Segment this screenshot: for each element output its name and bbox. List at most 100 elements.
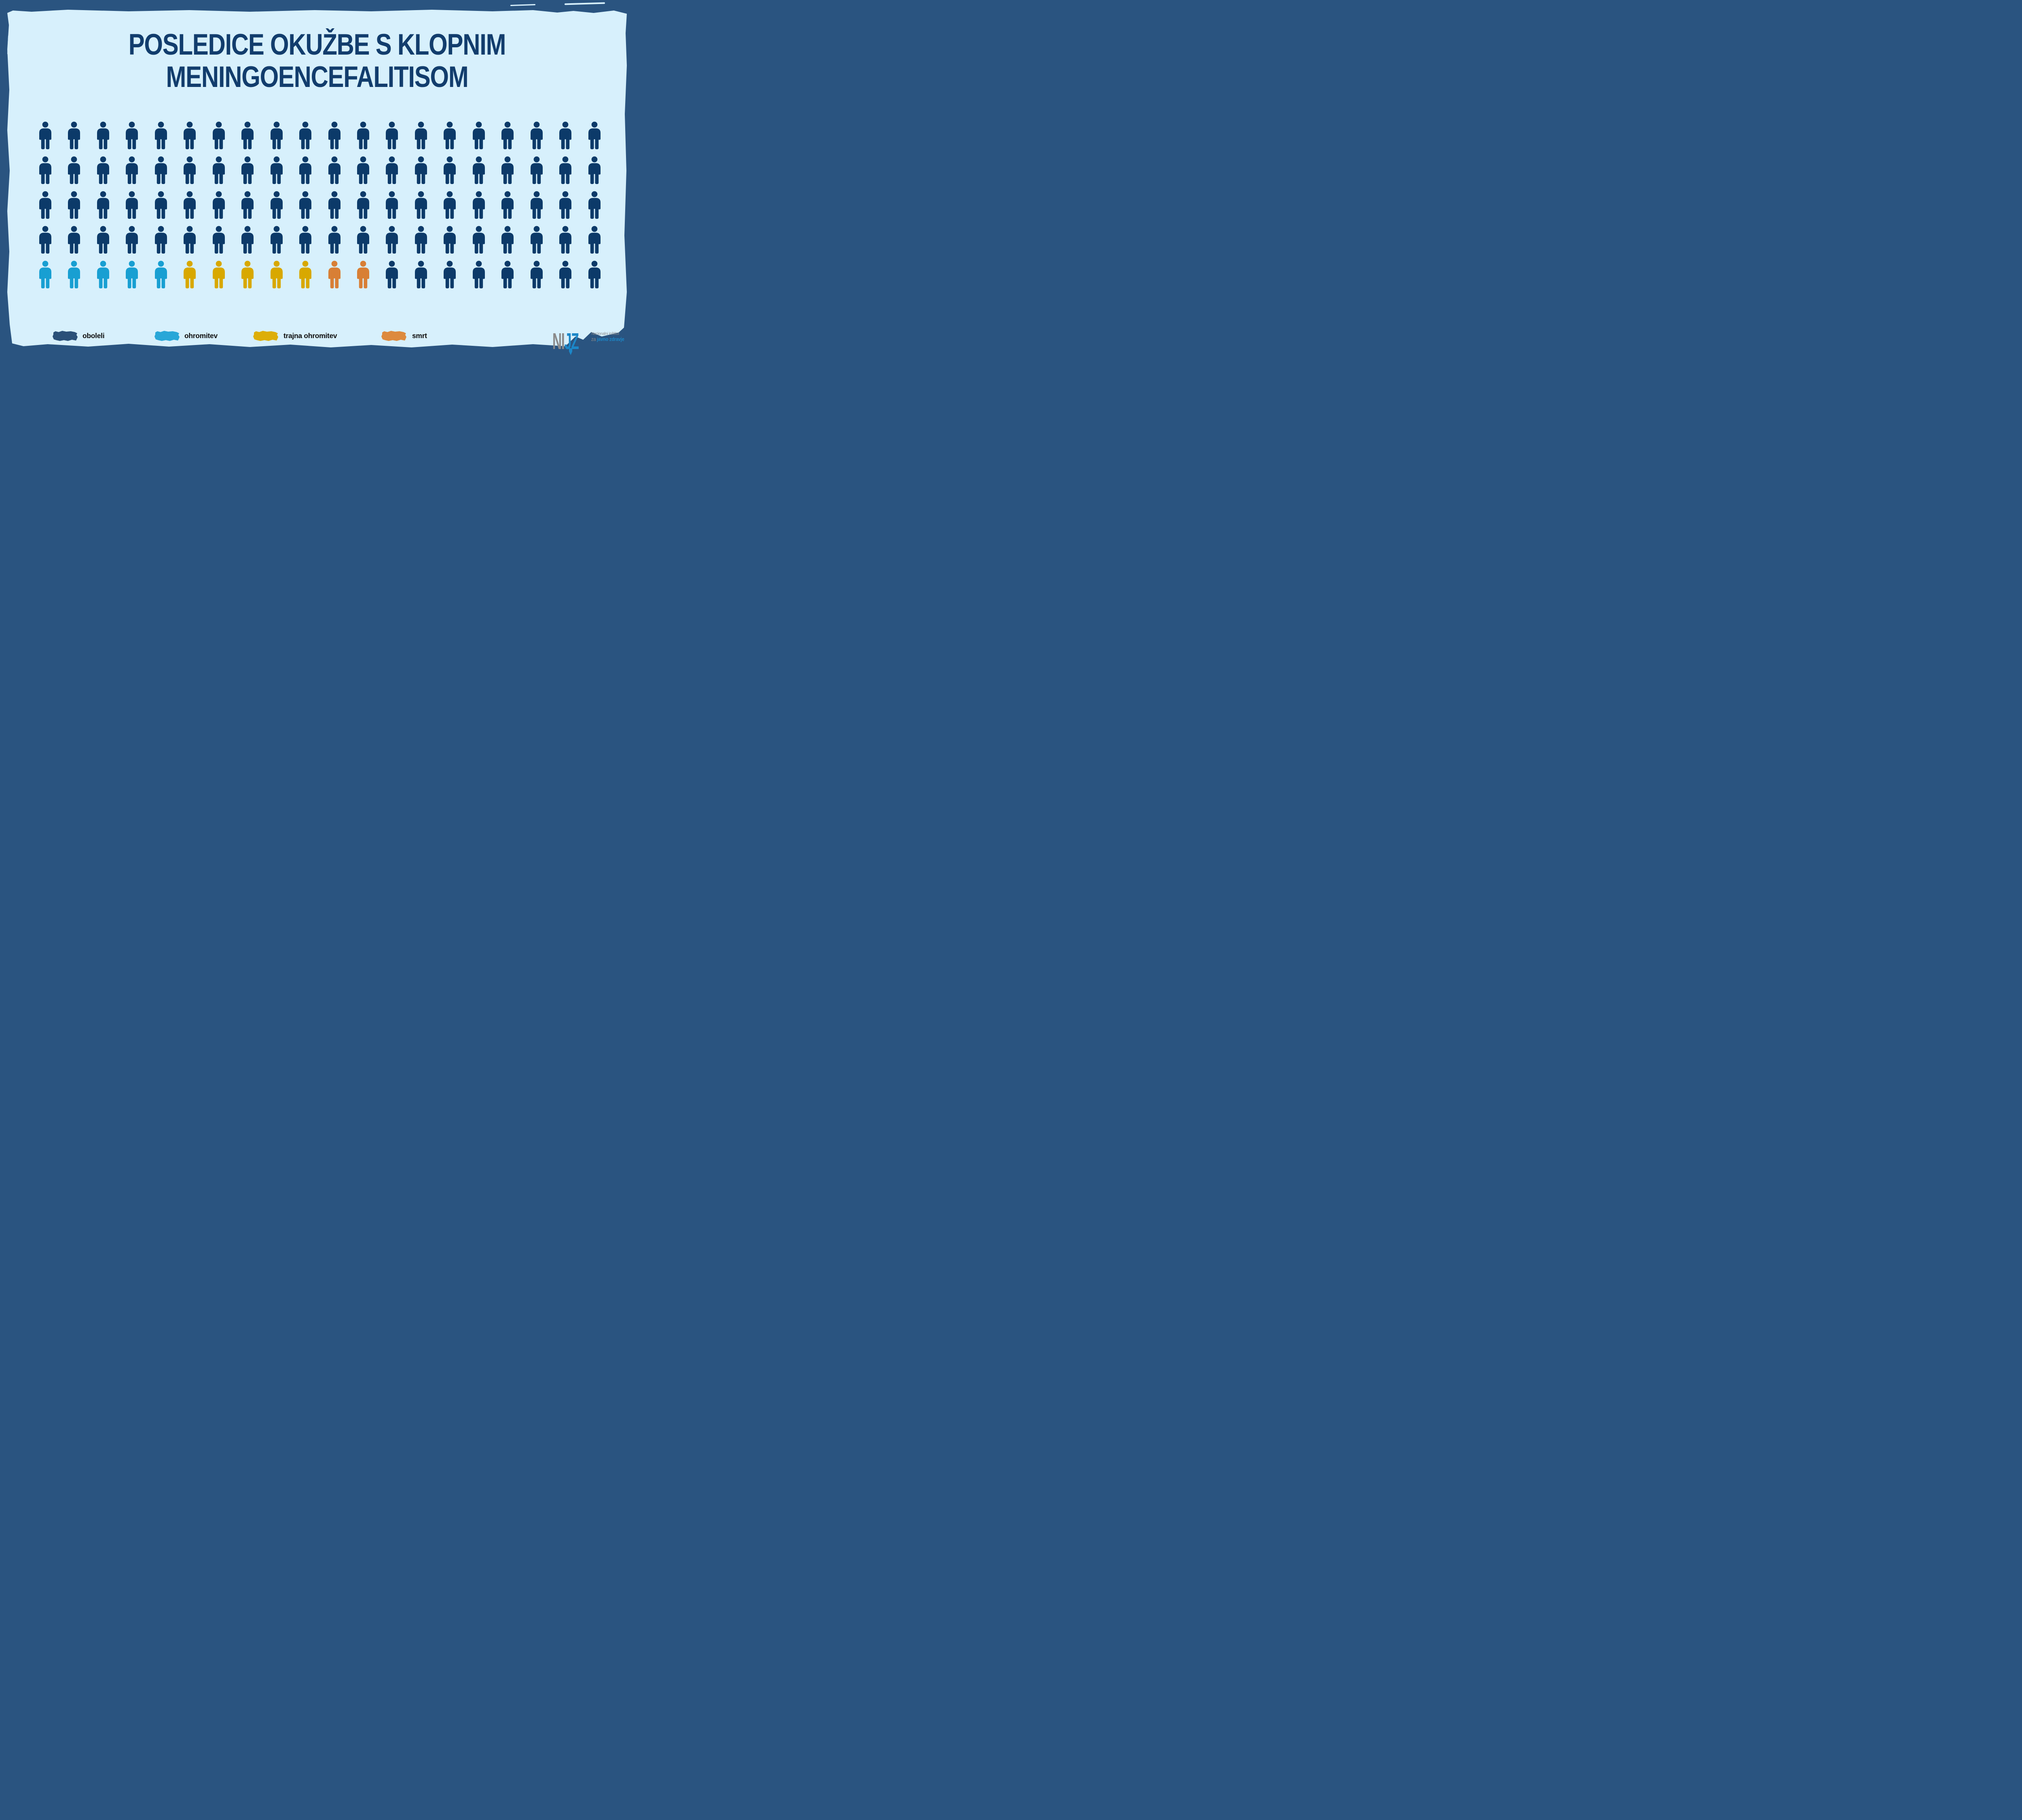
pictogram-grid <box>0 0 634 357</box>
person-icon-oboleli <box>357 226 369 254</box>
person-icon-oboleli <box>530 226 543 254</box>
legend-label-ohromitev: ohromitev <box>184 332 218 340</box>
legend-swatch-ohromitev <box>154 331 180 341</box>
person-icon-oboleli <box>97 121 109 149</box>
person-icon-oboleli <box>154 121 167 149</box>
person-icon-oboleli <box>559 191 572 219</box>
person-icon-oboleli <box>68 156 80 184</box>
person-icon-oboleli <box>386 121 398 149</box>
person-icon-smrt <box>357 260 369 288</box>
person-icon-oboleli <box>270 226 283 254</box>
title-line-2: MENINGOENCEFALITISOM <box>166 61 469 93</box>
person-icon-oboleli <box>588 156 601 184</box>
logo-text-line-2-prefix: za <box>591 336 597 342</box>
person-icon-ohromitev <box>126 260 138 288</box>
person-icon-oboleli <box>299 121 312 149</box>
person-icon-oboleli <box>530 191 543 219</box>
nijz-logotype: NIJZ <box>552 328 579 355</box>
person-icon-oboleli <box>444 226 456 254</box>
background-panel <box>7 10 627 347</box>
person-icon-oboleli <box>212 191 225 219</box>
person-icon-oboleli <box>588 260 601 288</box>
person-icon-trajna-ohromitev <box>212 260 225 288</box>
person-icon-trajna-ohromitev <box>184 260 196 288</box>
person-icon-trajna-ohromitev <box>270 260 283 288</box>
person-icon-oboleli <box>328 121 341 149</box>
person-icon-oboleli <box>39 121 51 149</box>
person-icon-trajna-ohromitev <box>299 260 312 288</box>
person-icon-oboleli <box>68 121 80 149</box>
person-icon-oboleli <box>97 191 109 219</box>
person-icon-oboleli <box>39 226 51 254</box>
nijz-logo-text: Nacionalni inštitut za javno zdravje <box>591 331 624 343</box>
person-icon-oboleli <box>444 121 456 149</box>
person-icon-oboleli <box>241 191 254 219</box>
person-icon-ohromitev <box>154 260 167 288</box>
person-icon-oboleli <box>559 260 572 288</box>
person-icon-oboleli <box>328 226 341 254</box>
legend: oboleli ohromitev trajna ohromitev smrt <box>0 0 634 357</box>
person-icon-oboleli <box>386 191 398 219</box>
person-icon-oboleli <box>126 191 138 219</box>
person-icon-oboleli <box>386 226 398 254</box>
person-icon-oboleli <box>444 260 456 288</box>
person-icon-oboleli <box>472 121 485 149</box>
person-icon-oboleli <box>212 226 225 254</box>
person-icon-oboleli <box>386 156 398 184</box>
person-icon-ohromitev <box>68 260 80 288</box>
person-icon-oboleli <box>328 156 341 184</box>
person-icon-ohromitev <box>97 260 109 288</box>
person-icon-oboleli <box>415 260 427 288</box>
person-icon-oboleli <box>444 156 456 184</box>
person-icon-oboleli <box>270 156 283 184</box>
legend-swatch-oboleli <box>53 331 78 341</box>
person-icon-oboleli <box>588 226 601 254</box>
person-icon-oboleli <box>501 260 514 288</box>
title-line-1: POSLEDICE OKUŽBE S KLOPNIM <box>128 28 506 61</box>
person-icon-oboleli <box>472 260 485 288</box>
person-icon-oboleli <box>559 121 572 149</box>
legend-swatch-trajna-ohromitev <box>253 331 278 341</box>
person-icon-oboleli <box>588 121 601 149</box>
person-icon-oboleli <box>415 156 427 184</box>
person-icon-oboleli <box>472 156 485 184</box>
person-icon-oboleli <box>530 260 543 288</box>
person-icon-oboleli <box>241 121 254 149</box>
nijz-letters-ni: NI <box>552 328 565 354</box>
person-icon-oboleli <box>39 191 51 219</box>
person-icon-oboleli <box>386 260 398 288</box>
person-icon-oboleli <box>501 226 514 254</box>
legend-label-oboleli: oboleli <box>82 332 105 340</box>
person-icon-oboleli <box>415 121 427 149</box>
legend-swatch-smrt <box>381 331 406 341</box>
person-icon-oboleli <box>501 121 514 149</box>
person-icon-oboleli <box>184 121 196 149</box>
person-icon-oboleli <box>530 156 543 184</box>
person-icon-oboleli <box>501 156 514 184</box>
person-icon-oboleli <box>299 156 312 184</box>
person-icon-oboleli <box>415 191 427 219</box>
person-icon-oboleli <box>184 226 196 254</box>
person-icon-oboleli <box>472 191 485 219</box>
person-icon-oboleli <box>212 156 225 184</box>
nijz-j-descender <box>569 348 573 355</box>
person-icon-oboleli <box>328 191 341 219</box>
legend-label-trajna-ohromitev: trajna ohromitev <box>283 332 337 340</box>
person-icon-oboleli <box>559 226 572 254</box>
infographic-canvas: POSLEDICE OKUŽBE S KLOPNIM MENINGOENCEFA… <box>0 0 634 357</box>
person-icon-oboleli <box>39 156 51 184</box>
person-icon-oboleli <box>154 156 167 184</box>
person-icon-oboleli <box>97 226 109 254</box>
person-icon-oboleli <box>97 156 109 184</box>
person-icon-oboleli <box>472 226 485 254</box>
person-icon-oboleli <box>357 121 369 149</box>
person-icon-oboleli <box>212 121 225 149</box>
logo-text-line-1: Nacionalni inštitut <box>591 331 620 336</box>
person-icon-oboleli <box>299 226 312 254</box>
person-icon-oboleli <box>559 156 572 184</box>
person-icon-oboleli <box>357 156 369 184</box>
person-icon-oboleli <box>415 226 427 254</box>
person-icon-oboleli <box>126 226 138 254</box>
person-icon-oboleli <box>184 156 196 184</box>
person-icon-oboleli <box>184 191 196 219</box>
